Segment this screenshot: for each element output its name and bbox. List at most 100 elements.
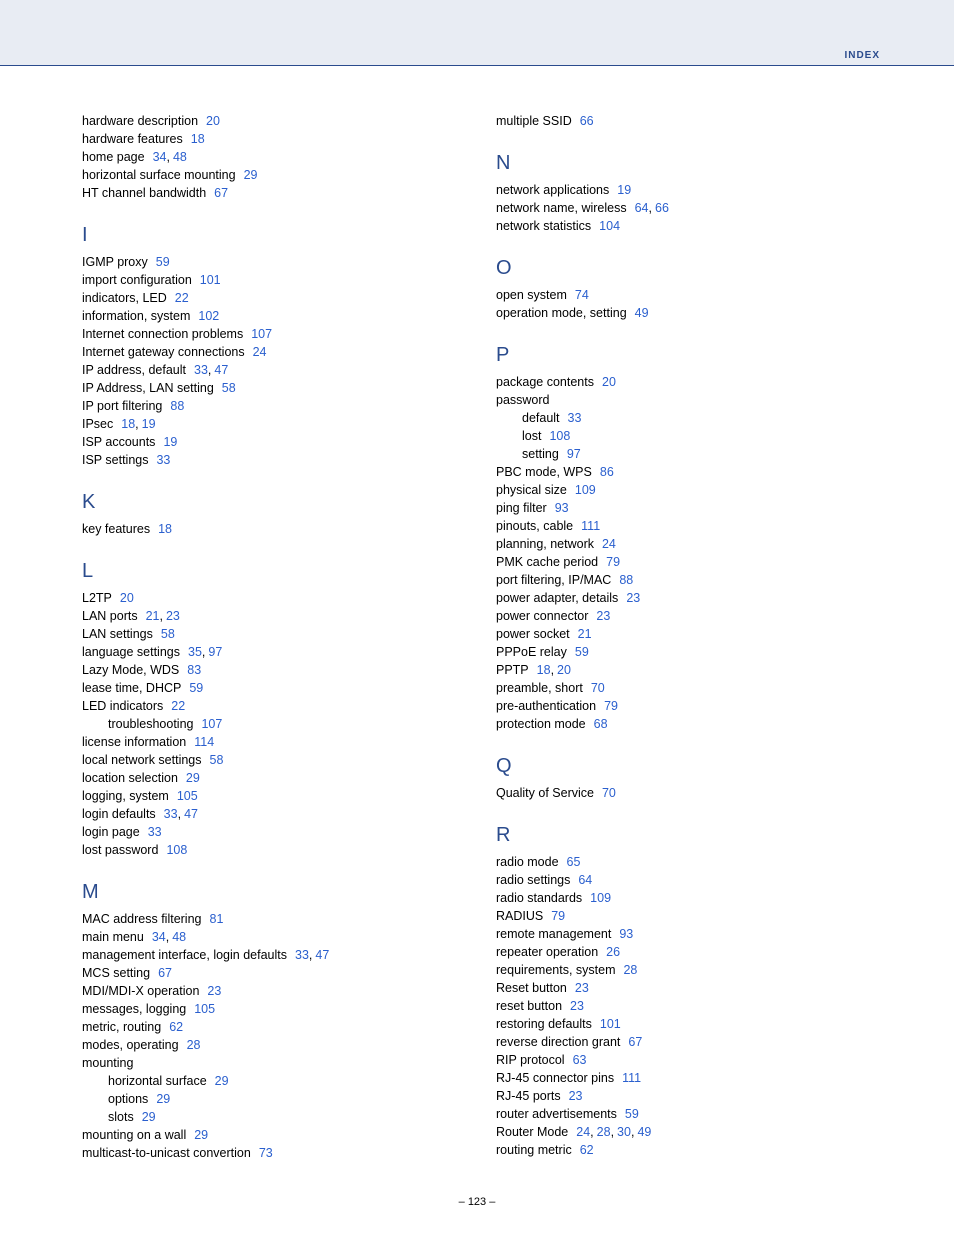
page-reference[interactable]: 30	[617, 1125, 631, 1139]
page-reference[interactable]: 93	[555, 501, 569, 515]
page-reference[interactable]: 48	[172, 930, 186, 944]
page-reference[interactable]: 47	[315, 948, 329, 962]
page-reference[interactable]: 67	[628, 1035, 642, 1049]
page-reference[interactable]: 19	[617, 183, 631, 197]
page-reference[interactable]: 108	[166, 843, 187, 857]
page-reference[interactable]: 22	[171, 699, 185, 713]
page-reference[interactable]: 21	[578, 627, 592, 641]
page-reference[interactable]: 64	[578, 873, 592, 887]
page-reference[interactable]: 66	[580, 114, 594, 128]
page-reference[interactable]: 18	[191, 132, 205, 146]
page-reference[interactable]: 33	[295, 948, 309, 962]
page-reference[interactable]: 59	[189, 681, 203, 695]
page-reference[interactable]: 70	[591, 681, 605, 695]
page-reference[interactable]: 68	[594, 717, 608, 731]
page-reference[interactable]: 97	[208, 645, 222, 659]
page-reference[interactable]: 62	[580, 1143, 594, 1157]
page-reference[interactable]: 23	[626, 591, 640, 605]
page-reference[interactable]: 23	[207, 984, 221, 998]
page-reference[interactable]: 62	[169, 1020, 183, 1034]
page-reference[interactable]: 24	[253, 345, 267, 359]
page-reference[interactable]: 29	[186, 771, 200, 785]
page-reference[interactable]: 81	[210, 912, 224, 926]
page-reference[interactable]: 59	[625, 1107, 639, 1121]
page-reference[interactable]: 18	[537, 663, 551, 677]
page-reference[interactable]: 19	[163, 435, 177, 449]
page-reference[interactable]: 109	[590, 891, 611, 905]
page-reference[interactable]: 105	[177, 789, 198, 803]
page-reference[interactable]: 18	[158, 522, 172, 536]
page-reference[interactable]: 74	[575, 288, 589, 302]
page-reference[interactable]: 58	[161, 627, 175, 641]
page-reference[interactable]: 58	[222, 381, 236, 395]
page-reference[interactable]: 23	[570, 999, 584, 1013]
page-reference[interactable]: 65	[567, 855, 581, 869]
page-reference[interactable]: 111	[622, 1071, 641, 1085]
page-reference[interactable]: 59	[156, 255, 170, 269]
page-reference[interactable]: 33	[194, 363, 208, 377]
page-reference[interactable]: 28	[597, 1125, 611, 1139]
page-reference[interactable]: 19	[142, 417, 156, 431]
page-reference[interactable]: 58	[210, 753, 224, 767]
page-reference[interactable]: 108	[549, 429, 570, 443]
page-reference[interactable]: 79	[606, 555, 620, 569]
page-reference[interactable]: 114	[194, 735, 214, 749]
page-reference[interactable]: 73	[259, 1146, 273, 1160]
page-reference[interactable]: 107	[251, 327, 272, 341]
page-reference[interactable]: 35	[188, 645, 202, 659]
page-reference[interactable]: 79	[551, 909, 565, 923]
page-reference[interactable]: 101	[600, 1017, 621, 1031]
page-reference[interactable]: 33	[148, 825, 162, 839]
page-reference[interactable]: 20	[557, 663, 571, 677]
page-reference[interactable]: 63	[573, 1053, 587, 1067]
page-reference[interactable]: 104	[599, 219, 620, 233]
page-reference[interactable]: 29	[215, 1074, 229, 1088]
page-reference[interactable]: 29	[156, 1092, 170, 1106]
page-reference[interactable]: 59	[575, 645, 589, 659]
page-reference[interactable]: 33	[164, 807, 178, 821]
page-reference[interactable]: 109	[575, 483, 596, 497]
page-reference[interactable]: 34	[152, 930, 166, 944]
page-reference[interactable]: 23	[569, 1089, 583, 1103]
page-reference[interactable]: 97	[567, 447, 581, 461]
page-reference[interactable]: 49	[635, 306, 649, 320]
page-reference[interactable]: 20	[206, 114, 220, 128]
page-reference[interactable]: 33	[156, 453, 170, 467]
page-reference[interactable]: 47	[214, 363, 228, 377]
page-reference[interactable]: 86	[600, 465, 614, 479]
page-reference[interactable]: 28	[187, 1038, 201, 1052]
page-reference[interactable]: 83	[187, 663, 201, 677]
page-reference[interactable]: 49	[637, 1125, 651, 1139]
page-reference[interactable]: 105	[194, 1002, 215, 1016]
page-reference[interactable]: 20	[120, 591, 134, 605]
page-reference[interactable]: 88	[619, 573, 633, 587]
page-reference[interactable]: 26	[606, 945, 620, 959]
page-reference[interactable]: 67	[214, 186, 228, 200]
page-reference[interactable]: 34	[153, 150, 167, 164]
page-reference[interactable]: 107	[201, 717, 222, 731]
page-reference[interactable]: 66	[655, 201, 669, 215]
page-reference[interactable]: 70	[602, 786, 616, 800]
page-reference[interactable]: 18	[121, 417, 135, 431]
page-reference[interactable]: 24	[576, 1125, 590, 1139]
page-reference[interactable]: 48	[173, 150, 187, 164]
page-reference[interactable]: 88	[170, 399, 184, 413]
page-reference[interactable]: 47	[184, 807, 198, 821]
page-reference[interactable]: 21	[146, 609, 160, 623]
page-reference[interactable]: 23	[166, 609, 180, 623]
page-reference[interactable]: 29	[142, 1110, 156, 1124]
page-reference[interactable]: 67	[158, 966, 172, 980]
page-reference[interactable]: 23	[575, 981, 589, 995]
page-reference[interactable]: 111	[581, 519, 600, 533]
page-reference[interactable]: 33	[568, 411, 582, 425]
page-reference[interactable]: 93	[619, 927, 633, 941]
page-reference[interactable]: 28	[623, 963, 637, 977]
page-reference[interactable]: 29	[194, 1128, 208, 1142]
page-reference[interactable]: 23	[596, 609, 610, 623]
page-reference[interactable]: 24	[602, 537, 616, 551]
page-reference[interactable]: 102	[198, 309, 219, 323]
page-reference[interactable]: 22	[175, 291, 189, 305]
page-reference[interactable]: 20	[602, 375, 616, 389]
page-reference[interactable]: 101	[200, 273, 221, 287]
page-reference[interactable]: 79	[604, 699, 618, 713]
